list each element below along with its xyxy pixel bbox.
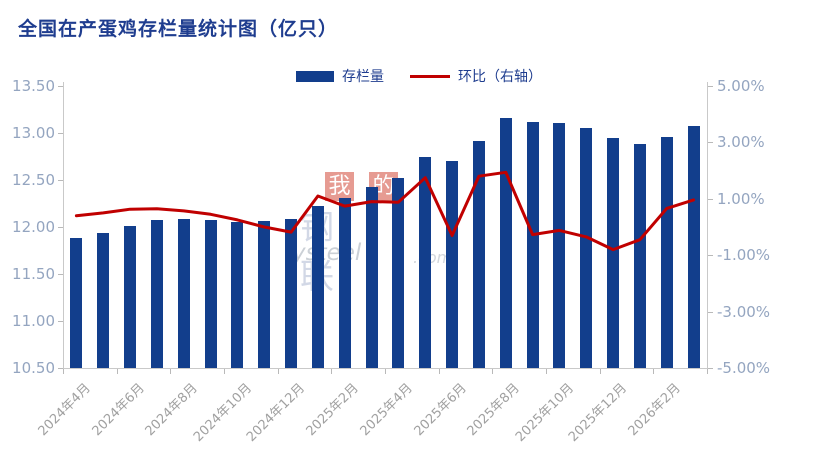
y-axis-left-label: 11.00	[12, 312, 55, 330]
y-axis-right-tick	[708, 368, 713, 369]
bar-2024年7月	[150, 220, 163, 368]
x-axis-tick	[116, 369, 118, 374]
bar-2024年4月	[70, 238, 83, 368]
y-axis-right-tick	[708, 311, 713, 313]
y-axis-left-label: 12.50	[12, 171, 55, 189]
bar-2025年1月	[311, 206, 324, 368]
y-axis-left-label: 13.00	[12, 124, 55, 142]
bar-2026年1月	[633, 144, 646, 368]
bar-2025年10月	[553, 122, 566, 368]
y-axis-left-tick	[58, 368, 63, 369]
bar-2024年8月	[177, 218, 190, 368]
bar-2024年9月	[204, 220, 217, 368]
bar-2024年6月	[124, 226, 137, 368]
x-axis-tick	[492, 369, 494, 374]
bar-2025年3月	[365, 186, 378, 368]
y-axis-left-tick	[58, 321, 63, 322]
x-axis-tick	[224, 369, 225, 374]
bar-series-swatch	[296, 70, 334, 82]
bar-2025年9月	[526, 121, 539, 368]
legend-item-bar: 存栏量	[296, 66, 384, 86]
bar-2025年11月	[580, 128, 593, 368]
y-axis-left-tick	[58, 274, 63, 275]
y-axis-left-tick	[58, 133, 63, 134]
x-axis-tick	[438, 369, 440, 374]
x-axis-line	[63, 368, 708, 369]
bar-2025年2月	[338, 197, 351, 368]
x-axis-tick	[707, 369, 708, 374]
y-axis-left-line	[63, 82, 64, 368]
y-axis-left-label: 12.00	[12, 218, 55, 236]
bar-2026年2月	[660, 136, 673, 368]
y-axis-left-label: 10.50	[12, 359, 55, 377]
y-axis-right-tick	[708, 86, 713, 87]
y-axis-left-label: 13.50	[12, 77, 55, 95]
x-axis-tick	[331, 369, 333, 374]
x-axis-tick	[385, 369, 386, 374]
y-axis-right-label: -1.00%	[717, 246, 771, 265]
bar-2025年6月	[446, 161, 459, 368]
y-axis-right-label: -5.00%	[717, 359, 771, 377]
bar-series-label: 存栏量	[342, 69, 384, 85]
x-axis-tick	[63, 369, 64, 374]
legend: 存栏量 环比（右轴）	[296, 66, 542, 86]
mom-change-polyline	[74, 170, 696, 252]
y-axis-right-tick	[708, 142, 713, 144]
bar-2024年5月	[97, 232, 110, 368]
line-series-swatch	[410, 74, 450, 78]
bar-2025年4月	[392, 178, 405, 368]
y-axis-left-label: 11.50	[12, 265, 55, 283]
y-axis-right-tick	[708, 255, 713, 257]
bar-2025年5月	[419, 157, 432, 368]
bar-2024年10月	[231, 222, 244, 368]
y-axis-left-tick	[58, 227, 63, 228]
line-series-label: 环比（右轴）	[458, 69, 542, 85]
y-axis-right-line	[707, 82, 708, 368]
watermark-block-1: 我	[325, 172, 354, 201]
bar-2025年12月	[607, 137, 620, 368]
y-axis-right-label: 3.00%	[717, 133, 765, 152]
y-axis-right-label: -3.00%	[717, 302, 771, 321]
y-axis-right-label: 5.00%	[717, 77, 765, 95]
x-axis-tick	[170, 369, 172, 374]
legend-item-line: 环比（右轴）	[410, 66, 542, 86]
y-axis-right-tick	[708, 198, 713, 200]
x-axis-tick	[546, 369, 547, 374]
x-axis-tick	[277, 369, 279, 374]
x-axis-tick	[653, 369, 655, 374]
bar-2026年3月	[687, 126, 700, 368]
x-axis-tick	[599, 369, 601, 374]
chart-title: 全国在产蛋鸡存栏量统计图（亿只）	[18, 18, 339, 40]
y-axis-right-label: 1.00%	[717, 189, 765, 208]
y-axis-left-tick	[58, 86, 63, 87]
bar-2025年7月	[472, 140, 485, 368]
y-axis-left-tick	[58, 180, 63, 181]
bar-2024年11月	[258, 221, 271, 368]
bar-2024年12月	[285, 218, 298, 368]
